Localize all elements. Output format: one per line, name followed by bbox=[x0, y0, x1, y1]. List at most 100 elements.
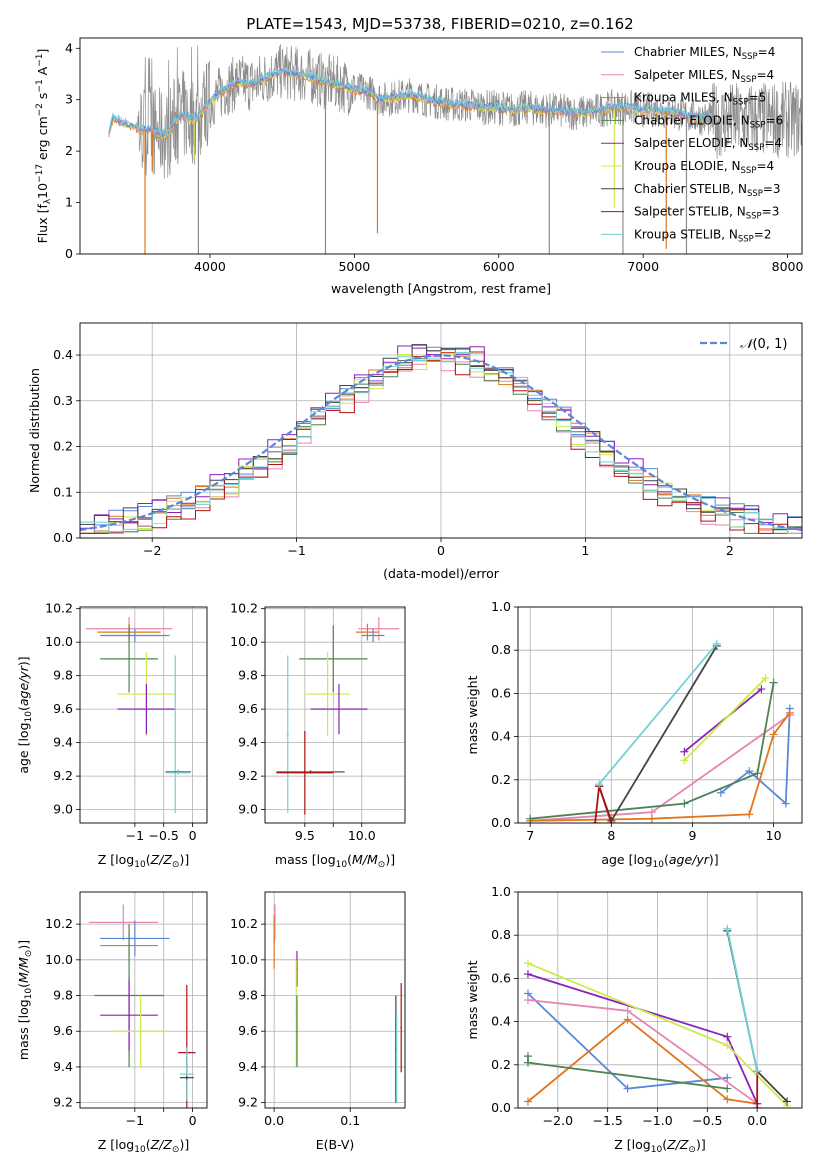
legend-entry-salpeter_elodie: Salpeter ELODIE, NSSP=4 bbox=[634, 136, 782, 153]
series-point-kroupa_stelib bbox=[753, 1067, 762, 1076]
spectrum-xlabel: wavelength [Angstrom, rest frame] bbox=[331, 281, 551, 296]
tick-label-y: 0.6 bbox=[491, 685, 511, 700]
tick-label-y: 9.2 bbox=[238, 1095, 258, 1110]
series-point-salpeter_elodie bbox=[523, 970, 532, 979]
series-point-kroupa_stelib bbox=[712, 639, 721, 648]
series-point-salpeter_miles bbox=[523, 996, 532, 1004]
age-metal-axes: −1 −0.5 0 9.0 9.2 9.4 9.6 9.8 10.0 10.2 bbox=[45, 601, 207, 843]
normal-curve bbox=[80, 354, 802, 532]
age-metal-frame bbox=[79, 606, 208, 824]
tick-label-x: 0.0 bbox=[264, 1113, 284, 1128]
tick-label-x: 0.1 bbox=[340, 1113, 360, 1128]
legend-entry-salpeter_stelib: Salpeter STELIB, NSSP=3 bbox=[634, 205, 779, 222]
tick-label-x: 7 bbox=[526, 828, 534, 843]
tick-label-y: 9.6 bbox=[238, 701, 258, 716]
tick-label-y: 10.2 bbox=[45, 601, 73, 616]
histogram-kroupa_stelib bbox=[80, 352, 802, 534]
mass-weight-age-ylabel: mass weight bbox=[465, 675, 480, 754]
tick-label-x: −1.5 bbox=[593, 1113, 623, 1128]
tick-label-y: 0.8 bbox=[491, 642, 511, 657]
tick-label-y: 9.4 bbox=[53, 735, 73, 750]
tick-label-y: 9.0 bbox=[238, 802, 258, 817]
tick-label-y: 0.2 bbox=[491, 1057, 511, 1072]
legend-entry-salpeter_miles: Salpeter MILES, NSSP=4 bbox=[634, 68, 774, 85]
residuals-frame bbox=[79, 322, 803, 539]
series-point-kroupa_stelib bbox=[595, 780, 604, 789]
tick-label-y: 10.0 bbox=[230, 634, 258, 649]
age-metal-crosses bbox=[85, 617, 191, 813]
tick-label-x: 4000 bbox=[194, 259, 226, 274]
tick-label-y: 9.0 bbox=[53, 802, 73, 817]
residuals-xlabel: (data-model)/error bbox=[383, 566, 500, 581]
series-line-chabrier_stelib bbox=[598, 645, 718, 823]
spectrum-frame bbox=[79, 37, 803, 255]
mass-weight-metal-ylabel: mass weight bbox=[465, 960, 480, 1039]
series-point-chabrier_elodie bbox=[523, 1058, 532, 1067]
legend-entry-kroupa_miles: Kroupa MILES, NSSP=5 bbox=[634, 91, 766, 108]
tick-label-y: 0 bbox=[65, 246, 73, 261]
tick-label-x: 0 bbox=[437, 543, 445, 558]
tick-label-x: −2.0 bbox=[543, 1113, 573, 1128]
residuals-axes: −2 −1 0 1 2 0.0 0.1 0.2 0.3 0.4 bbox=[53, 323, 802, 558]
tick-label-x: 0.0 bbox=[747, 1113, 767, 1128]
tick-label-y: 9.6 bbox=[53, 701, 73, 716]
tick-label-x: 8 bbox=[607, 828, 615, 843]
series-point-kroupa_miles bbox=[769, 730, 778, 739]
tick-label-y: 4 bbox=[65, 40, 73, 55]
tick-label-y: 1.0 bbox=[491, 884, 511, 899]
legend-entry-normal: 𝒩(0, 1) bbox=[740, 337, 787, 352]
spectrum-legend: Chabrier MILES, NSSP=4 Salpeter MILES, NS… bbox=[601, 45, 783, 244]
age-metal-ylabel: age [log10(age/yr)] bbox=[16, 656, 34, 773]
tick-label-x: 10 bbox=[766, 828, 782, 843]
series-point-kroupa_miles bbox=[647, 814, 656, 823]
series-line-kroupa_stelib bbox=[726, 928, 759, 1072]
residuals-ylabel: Normed distribution bbox=[27, 368, 42, 493]
series-point-kroupa_elodie bbox=[680, 756, 689, 765]
mass-metal-crosses bbox=[88, 904, 196, 1108]
series-point-kroupa_miles bbox=[623, 1015, 632, 1024]
tick-label-y: 9.4 bbox=[53, 1059, 73, 1074]
tick-label-y: 10.0 bbox=[45, 952, 73, 967]
series-point-salpeter_stelib bbox=[591, 819, 600, 823]
histogram-chabrier_stelib bbox=[80, 344, 802, 531]
series-line-salpeter_stelib bbox=[594, 786, 613, 823]
age-mass-xlabel: mass [log10(M/M⊙)] bbox=[275, 852, 395, 870]
tick-label-x: −1 bbox=[287, 543, 305, 558]
tick-label-x: 1 bbox=[581, 543, 589, 558]
series-point-kroupa_miles bbox=[785, 708, 794, 717]
spectrum-lines bbox=[108, 44, 802, 254]
spectrum-ylabel: Flux [fλ10−17 erg cm−2 s−1 A−1] bbox=[35, 49, 53, 244]
residual-histograms bbox=[80, 344, 802, 534]
tick-label-y: 9.8 bbox=[53, 668, 73, 683]
tick-label-y: 9.4 bbox=[238, 1059, 258, 1074]
series-line-kroupa_miles bbox=[527, 1018, 758, 1105]
series-point-chabrier_miles bbox=[716, 788, 725, 797]
tick-label-y: 0.2 bbox=[491, 772, 511, 787]
mass-metal-ylabel: mass [log10(M/M⊙)] bbox=[16, 940, 34, 1060]
mass-weight-metal-frame bbox=[517, 891, 803, 1109]
age-mass-crosses bbox=[276, 617, 400, 815]
tick-label-y: 9.4 bbox=[238, 735, 258, 750]
mass-ebv-frame bbox=[264, 891, 406, 1109]
mass-ebv-xlabel: E(B-V) bbox=[316, 1137, 355, 1152]
tick-label-y: 10.2 bbox=[230, 916, 258, 931]
mass-weight-age-axes: 7 8 9 10 0.0 0.2 0.4 0.6 0.8 1.0 bbox=[491, 599, 802, 843]
tick-label-y: 10.2 bbox=[45, 916, 73, 931]
mass-ebv-axes: 0.0 0.1 9.2 9.4 9.6 9.8 10.0 10.2 bbox=[230, 892, 405, 1128]
series-point-chabrier_elodie bbox=[526, 814, 535, 823]
mass-weight-metal-series bbox=[523, 924, 792, 1108]
series-point-salpeter_stelib bbox=[753, 1104, 762, 1108]
series-point-chabrier_miles bbox=[745, 767, 754, 776]
series-point-kroupa_elodie bbox=[723, 1041, 732, 1050]
tick-label-y: 0.4 bbox=[491, 1014, 511, 1029]
tick-label-x: 6000 bbox=[483, 259, 515, 274]
tick-label-y: 9.8 bbox=[238, 988, 258, 1003]
series-point-chabrier_miles bbox=[623, 1084, 632, 1093]
series-point-kroupa_miles bbox=[523, 1097, 532, 1106]
tick-label-x: −0.5 bbox=[692, 1113, 722, 1128]
tick-label-x: 0 bbox=[189, 1113, 197, 1128]
legend-entry-chabrier_stelib: Chabrier STELIB, NSSP=3 bbox=[634, 182, 781, 199]
mass-weight-metal-xlabel: Z [log10(Z/Z⊙)] bbox=[614, 1137, 705, 1155]
series-point-chabrier_elodie bbox=[753, 769, 762, 778]
tick-label-y: 9.6 bbox=[53, 1023, 73, 1038]
